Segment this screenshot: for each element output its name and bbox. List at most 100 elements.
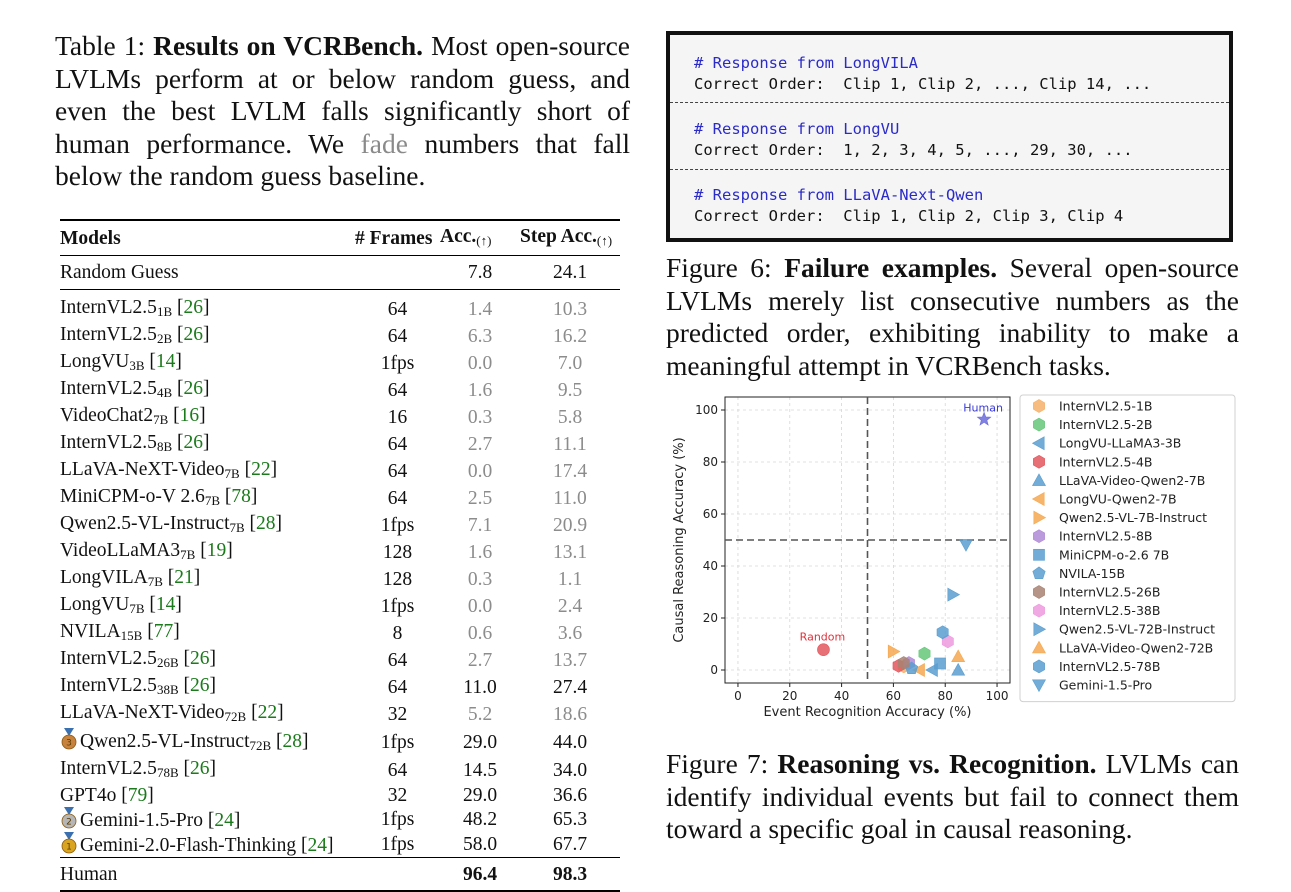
- table-row: Qwen2.5-VL-Instruct7B [28] 1fps 7.1 20.9: [60, 512, 620, 539]
- table-row: MiniCPM-o-V 2.67B [78] 64 2.5 11.0: [60, 485, 620, 512]
- table-caption-title: Results on VCRBench.: [153, 30, 424, 61]
- model-name: Qwen2.5-VL-Instruct: [80, 731, 250, 752]
- fade-word: fade: [360, 127, 408, 159]
- citation-link[interactable]: 19: [206, 540, 227, 561]
- model-name: MiniCPM-o-V 2.6: [60, 486, 205, 507]
- figure7-caption: Figure 7: Reasoning vs. Recognition. LVL…: [666, 748, 1239, 846]
- y-tick-label: 60: [703, 507, 718, 521]
- step-acc-cell: 65.3: [552, 809, 588, 830]
- response-block: # Response from LongVU Correct Order: 1,…: [670, 102, 1229, 169]
- frames-cell: 128: [382, 542, 413, 563]
- chart-legend: InternVL2.5-1B InternVL2.5-2B LongVU-LLaMA…: [1019, 394, 1236, 703]
- left-column: Table 1: Results on VCRBench. Most open-…: [55, 30, 630, 892]
- x-tick-label: 80: [938, 689, 953, 703]
- legend-marker: [1031, 640, 1047, 654]
- model-size: 7B: [204, 493, 221, 508]
- model-name: Qwen2.5-VL-Instruct: [60, 513, 230, 534]
- legend-marker: [1033, 529, 1045, 544]
- citation-link[interactable]: 26: [189, 675, 210, 696]
- citation-link[interactable]: 79: [127, 785, 148, 806]
- citation-link[interactable]: 16: [179, 405, 200, 426]
- y-tick-label: 20: [703, 611, 718, 625]
- citation-link[interactable]: 28: [256, 513, 276, 534]
- annotation-human: Human: [963, 401, 1003, 414]
- model-name-cell: MiniCPM-o-V 2.67B [78]: [60, 486, 258, 508]
- acc-cell: 1.6: [467, 542, 493, 563]
- model-size: 7B: [153, 412, 169, 427]
- citation-link[interactable]: 26: [183, 324, 203, 345]
- random-guess-label: Random Guess: [60, 255, 355, 290]
- citation-link[interactable]: 78: [231, 486, 251, 507]
- model-name-cell: 3 Qwen2.5-VL-Instruct72B [28]: [60, 728, 355, 757]
- model-name: VideoLLaMA3: [60, 540, 181, 561]
- citation-link[interactable]: 77: [153, 621, 174, 642]
- acc-cell: 5.2: [467, 704, 493, 725]
- legend-label: MiniCPM-o-2.6 7B: [1059, 547, 1169, 562]
- figure6-text: Several open-source LVLMs merely list co…: [666, 252, 1239, 381]
- data-point: [936, 625, 949, 640]
- model-name: LongVU: [60, 594, 130, 615]
- citation-link[interactable]: 28: [282, 731, 303, 752]
- legend-frame: [1019, 394, 1236, 703]
- legend-marker: [1033, 454, 1045, 469]
- table-row: LongVU7B [14] 1fps 0.0 2.4: [60, 593, 620, 620]
- random-guess-acc: 7.8: [440, 255, 520, 290]
- citation-link[interactable]: 22: [257, 702, 278, 723]
- table-row: GPT4o [79] 32 29.0 36.6: [60, 784, 620, 807]
- citation-link[interactable]: 26: [183, 378, 203, 399]
- figure7-text: LVLMs can identify individual events but…: [666, 748, 1239, 844]
- step-acc-cell: 11.1: [553, 434, 587, 455]
- frames-cell: 64: [387, 760, 408, 781]
- citation-link[interactable]: 14: [155, 594, 176, 615]
- legend-label: InternVL2.5-8B: [1059, 529, 1152, 544]
- citation-link[interactable]: 24: [307, 835, 327, 856]
- y-tick-label: 0: [710, 663, 718, 677]
- model-name: InternVL2.5: [60, 648, 157, 669]
- model-size: 1B: [156, 304, 173, 319]
- legend-label: LongVU-Qwen2-7B: [1059, 492, 1177, 507]
- model-name-cell: LLaVA-NeXT-Video72B [22]: [60, 702, 284, 724]
- model-size: 7B: [147, 574, 163, 589]
- step-acc-cell: 17.4: [552, 461, 588, 482]
- citation-link[interactable]: 26: [189, 648, 210, 669]
- model-size: 7B: [224, 466, 240, 481]
- table-row: InternVL2.54B [26] 64 1.6 9.5: [60, 377, 620, 404]
- figure6-caption: Figure 6: Failure examples. Several open…: [666, 252, 1239, 382]
- frames-cell: 64: [387, 650, 408, 671]
- human-row: Human 96.4 98.3: [60, 857, 620, 892]
- model-name: LLaVA-NeXT-Video: [60, 459, 225, 480]
- citation-link[interactable]: 22: [251, 459, 271, 480]
- table-header-row: Models # Frames Acc.(↑) Step Acc.(↑): [60, 220, 620, 256]
- model-name-cell: VideoChat27B [16]: [60, 405, 206, 427]
- citation-link[interactable]: 14: [155, 351, 176, 372]
- legend-marker: [1033, 417, 1045, 432]
- model-name-cell: VideoLLaMA37B [19]: [60, 540, 233, 562]
- citation-link[interactable]: 21: [174, 567, 194, 588]
- annotation-random: Random: [800, 631, 846, 644]
- citation-link[interactable]: 26: [183, 432, 203, 453]
- model-size: 7B: [129, 601, 145, 616]
- table-caption: Table 1: Results on VCRBench. Most open-…: [55, 30, 630, 193]
- model-name-cell: InternVL2.51B [26]: [60, 297, 210, 319]
- frames-cell: 64: [387, 326, 408, 347]
- y-tick-label: 100: [695, 403, 718, 417]
- frames-cell: 64: [387, 488, 408, 509]
- legend-label: Qwen2.5-VL-72B-Instruct: [1059, 622, 1215, 637]
- acc-cell: 2.7: [467, 434, 493, 455]
- acc-cell: 0.6: [467, 623, 493, 644]
- legend-marker: [1033, 603, 1045, 618]
- response-comment: # Response from LongVU: [694, 120, 900, 138]
- step-acc-cell: 13.7: [552, 650, 588, 671]
- model-name-cell: InternVL2.578B [26]: [60, 758, 216, 780]
- model-name-cell: InternVL2.526B [26]: [60, 648, 216, 670]
- step-acc-cell: 16.2: [552, 326, 588, 347]
- legend-marker: [1033, 622, 1047, 637]
- frames-cell: 32: [387, 785, 408, 806]
- frames-cell: 64: [387, 299, 408, 320]
- citation-link[interactable]: 26: [183, 297, 203, 318]
- citation-link[interactable]: 24: [214, 810, 234, 831]
- acc-cell: 0.3: [467, 407, 493, 428]
- legend-marker: [1032, 566, 1046, 579]
- acc-cell: 29.0: [462, 732, 498, 753]
- citation-link[interactable]: 26: [189, 758, 210, 779]
